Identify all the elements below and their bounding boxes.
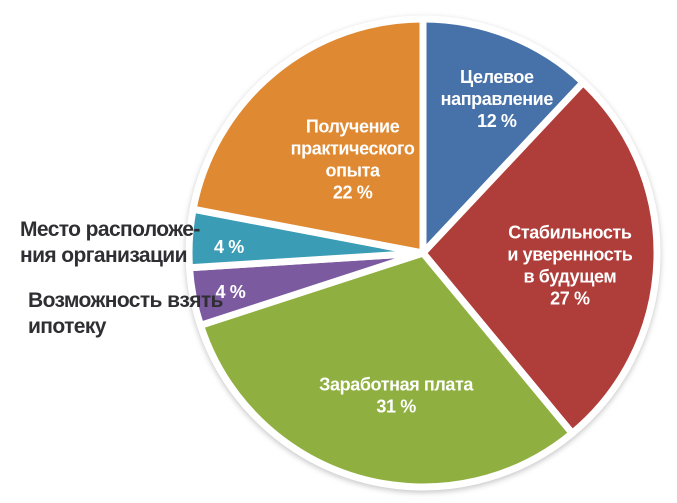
outside-label-location: Место расположе- ния организации <box>20 218 200 267</box>
pie-slice-label-0: Целевое направление 12 % <box>441 67 554 131</box>
pie-slice-1 <box>419 78 661 437</box>
pie-slice-0 <box>419 15 587 257</box>
pie-slice-label-1: Стабильность и уверенность в будущем 27 % <box>507 222 632 308</box>
pie-slice-label-2: Заработная плата 31 % <box>319 375 474 417</box>
pie-slice-label-3: 4 % <box>215 282 245 302</box>
pie-slice-label-5: Получение практического опыта 22 % <box>291 117 415 203</box>
pie-slice-2 <box>197 249 576 491</box>
pie-slices <box>185 15 661 491</box>
outside-label-mortgage: Возможность взять ипотеку <box>28 289 223 338</box>
pie-slice-5 <box>189 15 427 257</box>
pie-slice-label-4: 4 % <box>214 237 244 257</box>
pie-slice-labels: Целевое направление 12 % Стабильность и увер… <box>214 67 633 417</box>
